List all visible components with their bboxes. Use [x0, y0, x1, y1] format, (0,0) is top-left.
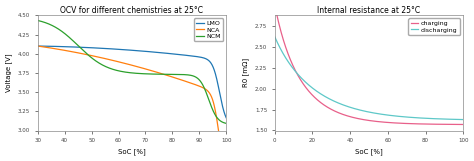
charging: [272, 4, 278, 6]
charging: [419, 123, 425, 125]
Y-axis label: R0 [mΩ]: R0 [mΩ]: [243, 58, 249, 87]
LMO: [223, 117, 229, 119]
NCM: [164, 73, 170, 75]
NCA: [182, 80, 188, 82]
charging: [401, 122, 407, 124]
charging: [422, 123, 428, 125]
NCA: [185, 81, 191, 83]
LMO: [111, 48, 117, 50]
X-axis label: SoC [%]: SoC [%]: [118, 149, 146, 155]
NCM: [54, 27, 60, 29]
discharging: [419, 117, 425, 119]
Title: OCV for different chemistries at 25°C: OCV for different chemistries at 25°C: [61, 6, 203, 14]
NCA: [54, 48, 60, 50]
charging: [291, 67, 297, 69]
X-axis label: SoC [%]: SoC [%]: [355, 149, 383, 155]
NCA: [118, 61, 124, 63]
NCM: [35, 19, 41, 21]
NCA: [35, 45, 41, 47]
Line: NCM: NCM: [38, 20, 226, 123]
NCM: [185, 74, 191, 76]
LMO: [185, 55, 191, 57]
LMO: [182, 54, 188, 56]
discharging: [422, 117, 428, 119]
NCM: [118, 70, 124, 72]
discharging: [355, 109, 361, 110]
LMO: [164, 52, 170, 54]
Y-axis label: Voltage [V]: Voltage [V]: [6, 54, 12, 92]
charging: [460, 123, 466, 125]
LMO: [54, 45, 60, 47]
charging: [348, 116, 354, 118]
discharging: [291, 69, 297, 71]
Title: Internal resistance at 25°C: Internal resistance at 25°C: [318, 6, 420, 14]
LMO: [118, 48, 124, 50]
LMO: [35, 45, 41, 47]
Legend: LMO, NCA, NCM: LMO, NCA, NCM: [193, 19, 223, 42]
discharging: [401, 116, 407, 118]
NCA: [111, 60, 117, 62]
discharging: [460, 119, 466, 121]
Legend: charging, discharging: charging, discharging: [409, 19, 460, 35]
NCM: [182, 74, 188, 76]
discharging: [272, 36, 278, 38]
Line: charging: charging: [275, 5, 463, 124]
NCM: [111, 69, 117, 71]
discharging: [348, 107, 354, 109]
Line: NCA: NCA: [38, 46, 226, 161]
Line: LMO: LMO: [38, 46, 226, 118]
Line: discharging: discharging: [275, 37, 463, 120]
charging: [355, 118, 361, 119]
NCA: [164, 74, 170, 76]
NCM: [223, 122, 229, 124]
